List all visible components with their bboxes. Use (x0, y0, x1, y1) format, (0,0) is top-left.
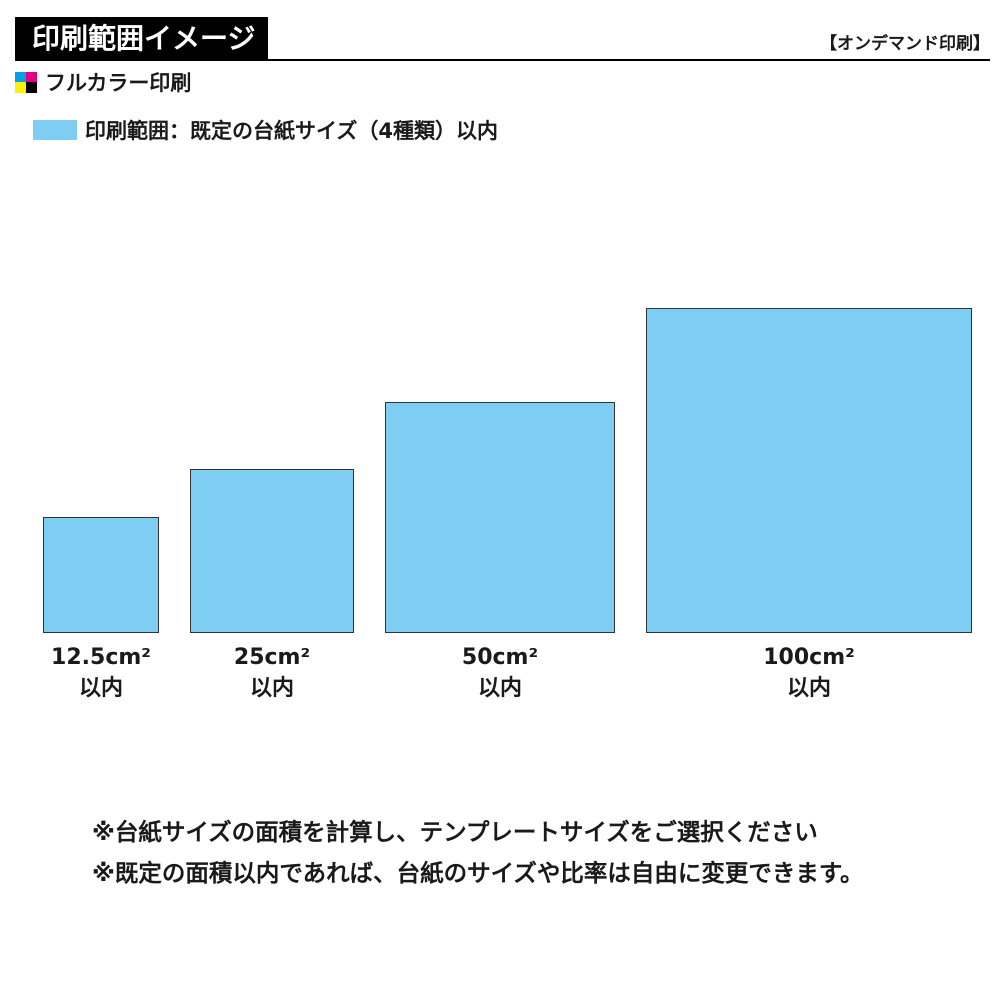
size-label-100: 100cm² 以内 (709, 642, 909, 704)
legend-label: 印刷範囲：既定の台紙サイズ（4種類）以内 (85, 119, 498, 143)
cyan-square (15, 72, 26, 82)
magenta-square (26, 72, 37, 82)
header-divider (15, 59, 990, 61)
size-limit: 以内 (477, 676, 522, 701)
size-limit: 以内 (249, 676, 294, 701)
size-label-12-5: 12.5cm² 以内 (1, 642, 201, 704)
size-limit: 以内 (786, 676, 831, 701)
note-line: ※既定の面積以内であれば、台紙のサイズや比率は自由に変更できます。 (92, 859, 864, 887)
size-limit: 以内 (78, 676, 123, 701)
size-area: 12.5cm² (51, 645, 151, 670)
page-title-box: 印刷範囲イメージ (15, 17, 268, 60)
size-area: 25cm² (233, 645, 311, 670)
cmyk-icon (15, 72, 37, 93)
size-area: 50cm² (461, 645, 539, 670)
notes: ※台紙サイズの面積を計算し、テンプレートサイズをご選択ください ※既定の面積以内… (92, 812, 864, 894)
size-label-50: 50cm² 以内 (400, 642, 600, 704)
print-mode-label: フルカラー印刷 (45, 71, 192, 95)
print-method-tag: 【オンデマンド印刷】 (820, 34, 990, 54)
size-label-25: 25cm² 以内 (172, 642, 372, 704)
print-area-square-100 (646, 308, 972, 633)
print-area-square-12-5 (43, 517, 159, 633)
note-line: ※台紙サイズの面積を計算し、テンプレートサイズをご選択ください (92, 818, 818, 846)
yellow-square (15, 82, 26, 93)
black-square (26, 82, 37, 93)
legend-swatch (33, 120, 77, 140)
page-title: 印刷範囲イメージ (32, 22, 256, 55)
print-area-square-25 (190, 469, 354, 633)
print-area-square-50 (385, 402, 615, 633)
size-area: 100cm² (763, 645, 855, 670)
